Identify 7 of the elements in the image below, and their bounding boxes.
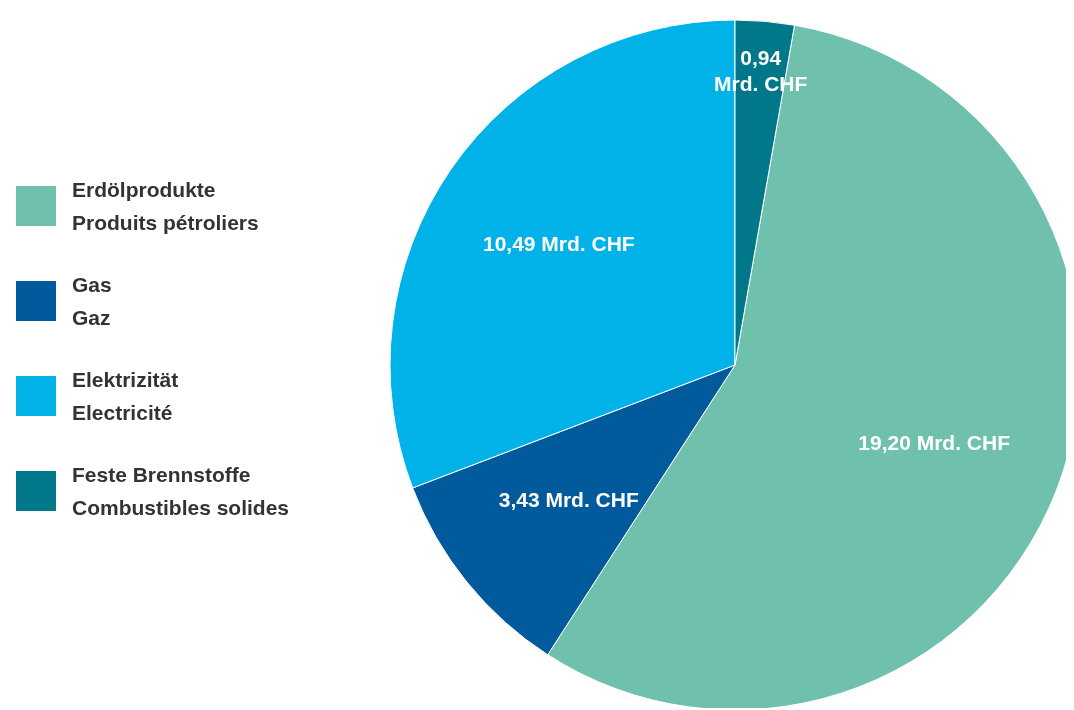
data-label: 19,20 Mrd. CHF <box>858 431 1011 455</box>
legend-label: Feste Brennstoffe Combustibles solides <box>72 462 290 521</box>
legend-label: Elektrizität Electricité <box>72 367 179 426</box>
legend-label: Erdölprodukte Produits pétroliers <box>72 177 259 236</box>
data-label: 10,49 Mrd. CHF <box>482 231 635 255</box>
legend-label: Gas Gaz <box>72 272 112 331</box>
data-label: 3,43 Mrd. CHF <box>498 487 639 511</box>
